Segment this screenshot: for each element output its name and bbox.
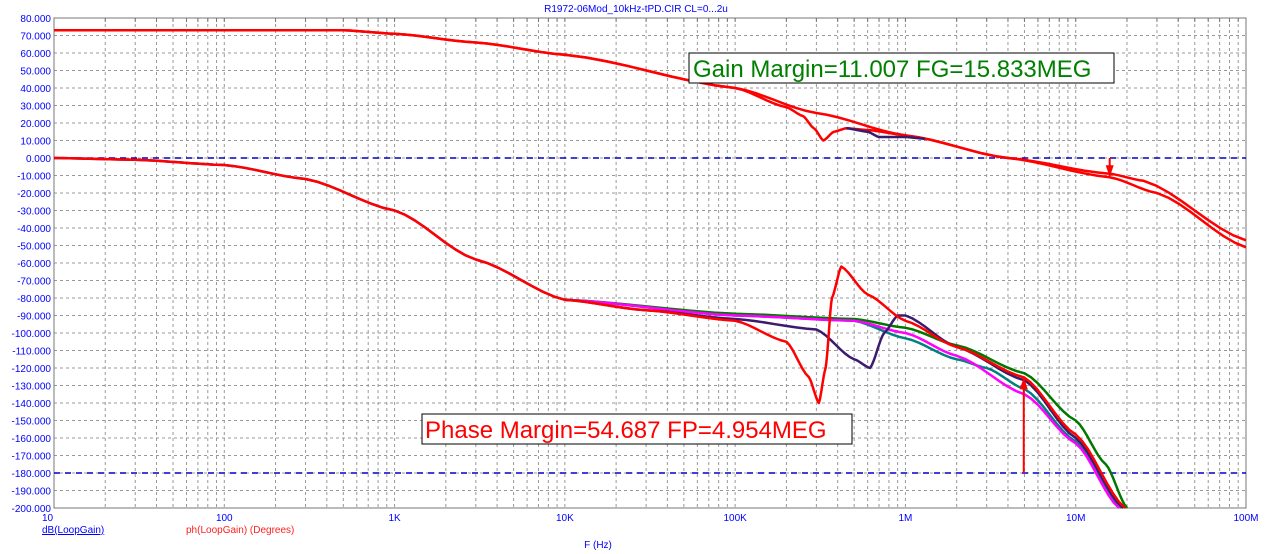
y-tick-label: -110.000 xyxy=(12,347,51,358)
y-tick-label: -10.000 xyxy=(17,172,51,183)
gain-purple xyxy=(846,127,925,141)
y-tick-label: -120.000 xyxy=(12,364,52,375)
y-tick-label: -80.000 xyxy=(17,294,51,305)
y-tick-label: -200.000 xyxy=(12,504,52,515)
y-tick-label: -30.000 xyxy=(17,207,51,218)
chart-title: R1972-06Mod_10kHz-tPD.CIR CL=0...2u xyxy=(544,4,728,15)
arrow-head-icon xyxy=(1105,165,1114,178)
y-tick-label: -90.000 xyxy=(17,312,51,323)
x-tick-label: 1M xyxy=(898,513,912,524)
y-tick-label: -140.000 xyxy=(12,399,52,410)
x-tick-label: 10K xyxy=(556,513,574,524)
y-tick-label: -170.000 xyxy=(12,452,52,463)
arrow-head-icon xyxy=(1019,377,1028,390)
y-tick-label: 20.000 xyxy=(20,119,51,130)
phase-margin-text: Phase Margin=54.687 FP=4.954MEG xyxy=(425,417,827,444)
reference-lines xyxy=(54,157,1246,474)
x-tick-label: 100K xyxy=(723,513,747,524)
y-tick-label: -20.000 xyxy=(17,189,51,200)
y-tick-label: -50.000 xyxy=(17,242,51,253)
y-tick-label: -160.000 xyxy=(12,434,52,445)
y-tick-label: 10.000 xyxy=(20,137,51,148)
x-axis-label: F (Hz) xyxy=(584,540,612,551)
plot-frame xyxy=(53,17,1247,509)
y-tick-label: 70.000 xyxy=(20,32,51,43)
x-tick-label: 10 xyxy=(42,513,54,524)
y-tick-label: 40.000 xyxy=(20,84,51,95)
phase-margin-annotation: Phase Margin=54.687 FP=4.954MEG xyxy=(421,413,853,445)
y-tick-label: 30.000 xyxy=(20,102,51,113)
x-tick-label: 100M xyxy=(1233,513,1258,524)
y-tick-label: -40.000 xyxy=(17,224,51,235)
axes: 80.000 70.000 60.000 50.000 40.000 30.000 20.0… xyxy=(12,14,1259,524)
gain-margin-text: Gain Margin=11.007 FG=15.833MEG xyxy=(693,56,1091,83)
gain-margin-annotation: Gain Margin=11.007 FG=15.833MEG xyxy=(688,52,1115,84)
y-tick-label: 0.000 xyxy=(26,154,51,165)
y-tick-label: 60.000 xyxy=(20,49,51,60)
x-tick-label: 1K xyxy=(388,513,401,524)
y-tick-label: -190.000 xyxy=(12,487,52,498)
gain-red-b xyxy=(54,29,1247,242)
phase-red xyxy=(53,156,1126,509)
x-tick-label: 10M xyxy=(1066,513,1085,524)
y-tick-label: 50.000 xyxy=(20,67,51,78)
margin-markers xyxy=(1019,158,1114,473)
legend-phase[interactable]: ph(LoopGain) (Degrees) xyxy=(186,525,294,536)
y-tick-label: -70.000 xyxy=(17,277,51,288)
y-tick-label: -150.000 xyxy=(12,417,52,428)
phase-green xyxy=(564,298,1129,509)
y-tick-label: -60.000 xyxy=(17,259,51,270)
y-tick-label: -180.000 xyxy=(12,469,52,480)
x-tick-label: 100 xyxy=(216,513,233,524)
series-group xyxy=(53,29,1247,509)
y-tick-label: -100.000 xyxy=(12,329,52,340)
y-tick-label: 80.000 xyxy=(20,14,51,25)
y-tick-label: -130.000 xyxy=(12,382,52,393)
phase-magenta xyxy=(564,298,1121,509)
legend-gain[interactable]: dB(LoopGain) xyxy=(42,525,104,536)
